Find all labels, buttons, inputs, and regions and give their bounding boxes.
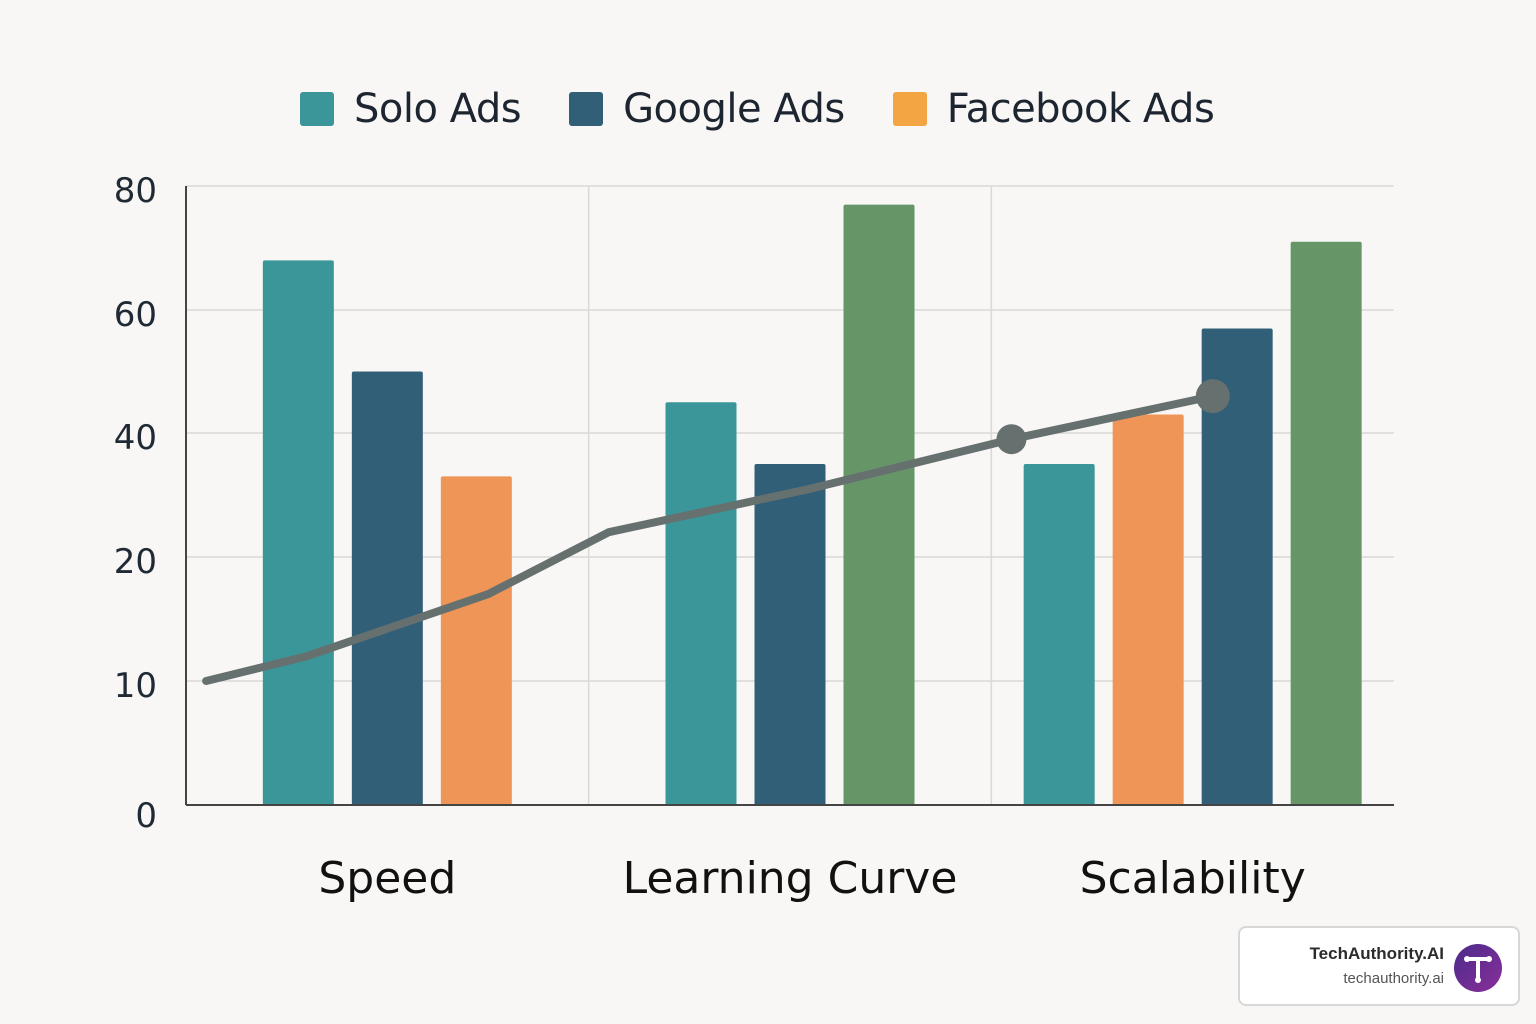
bar-learning-curve-1 [665,402,737,805]
legend-item-google-ads: Google Ads [569,86,845,132]
category-label-speed: Speed [318,853,456,904]
legend-label-google-ads: Google Ads [623,86,845,132]
legend-label-solo-ads: Solo Ads [354,86,522,132]
bar-scalability-1 [1023,464,1095,805]
y-tick-label-0: 0 [135,796,157,836]
y-tick-label-40: 40 [114,418,157,458]
category-label-scalability: Scalability [1080,853,1306,904]
y-tick-label-10: 10 [114,666,157,706]
legend-swatch-facebook-ads [892,92,927,126]
y-tick-label-80: 80 [114,171,157,211]
trend-marker-2 [1195,379,1230,414]
legend-item-solo-ads: Solo Ads [300,86,522,132]
category-labels: Speed Learning Curve Scalability [318,853,1305,904]
legend: Solo Ads Google Ads Facebook Ads [300,86,1262,132]
axes [185,186,1394,806]
y-tick-label-60: 60 [114,295,157,335]
bar-learning-curve-3 [843,204,915,806]
category-label-learning-curve: Learning Curve [623,853,958,904]
trend-line [202,379,1230,685]
bars [262,204,1362,806]
bar-scalability-2 [1112,414,1184,805]
legend-item-facebook-ads: Facebook Ads [892,86,1215,132]
watermark-name: TechAuthority.AI [1309,944,1444,963]
watermark-url: techauthority.ai [1343,970,1444,987]
bar-speed-3 [440,476,512,805]
bar-speed-2 [351,371,423,805]
bar-learning-curve-2 [754,464,826,805]
bar-speed-1 [262,260,334,805]
y-axis-ticks: 0 10 20 40 60 80 [114,171,157,836]
techauthority-logo-icon [1454,944,1502,992]
legend-swatch-google-ads [569,92,604,126]
watermark-badge: TechAuthority.AI techauthority.ai [1238,926,1520,1006]
legend-label-facebook-ads: Facebook Ads [946,86,1215,132]
trend-marker-1 [996,424,1027,455]
bar-scalability-4 [1290,241,1362,806]
legend-swatch-solo-ads [300,92,334,126]
y-tick-label-20: 20 [114,542,157,582]
bar-scalability-3 [1201,328,1273,805]
